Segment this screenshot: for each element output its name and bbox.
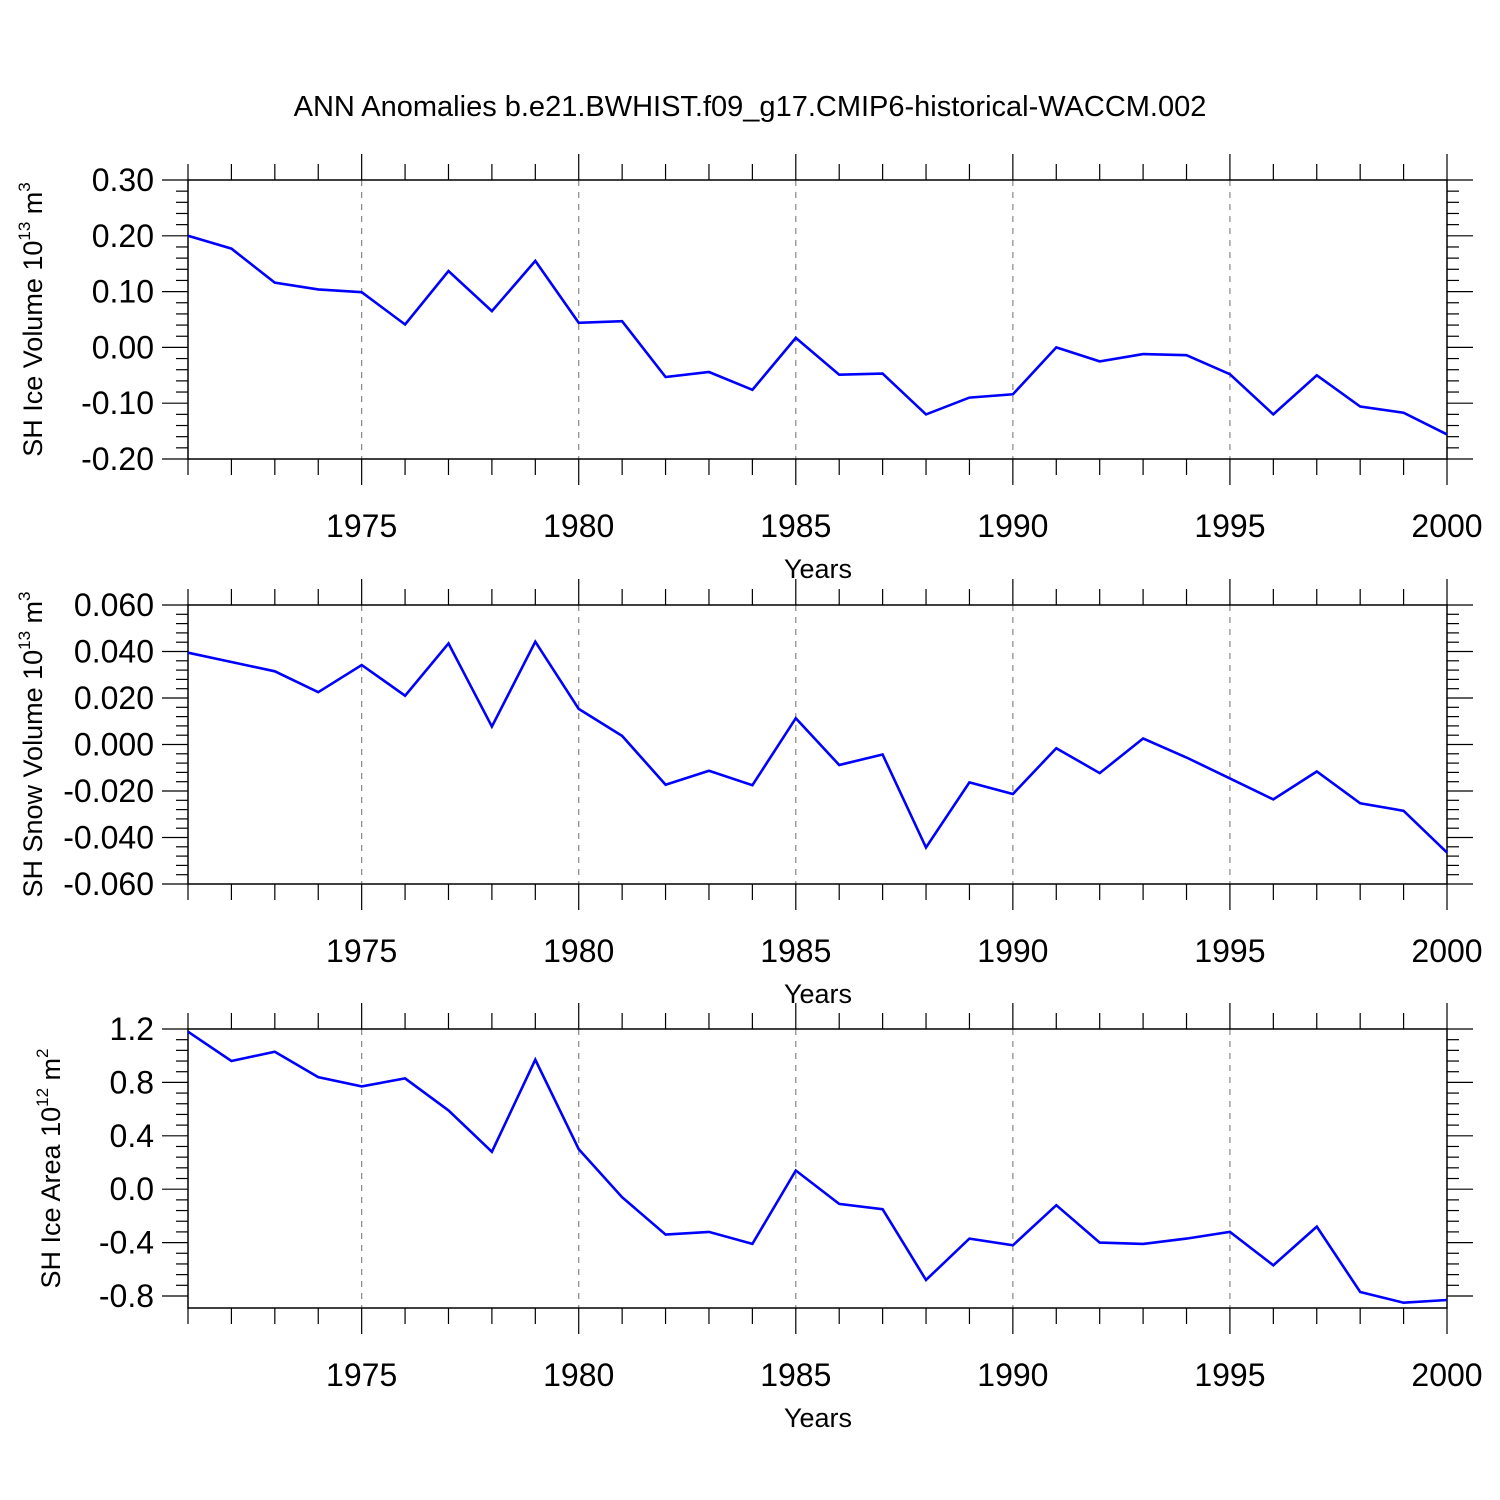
y-tick-label: -0.4 — [99, 1225, 154, 1261]
x-tick-label: 1980 — [543, 933, 614, 969]
y-tick-label: -0.8 — [99, 1278, 154, 1314]
y-tick-label: -0.020 — [63, 773, 154, 809]
series-line — [187, 639, 1448, 854]
y-tick-label: 0.040 — [74, 634, 154, 670]
y-tick-label: 0.10 — [92, 274, 154, 310]
x-tick-label: 1975 — [326, 1357, 397, 1393]
x-axis-label: Years — [784, 1403, 852, 1433]
x-tick-label: 1990 — [977, 933, 1048, 969]
x-tick-label: 2000 — [1411, 933, 1482, 969]
y-tick-label: -0.20 — [81, 441, 154, 477]
panel-2: 0.060 0.040 0.020 0.000 -0.020 -0.040 -0.060 19… — [15, 579, 1483, 1009]
x-tick-label: 1995 — [1194, 508, 1265, 544]
x-axis-label: Years — [784, 979, 852, 1009]
y-tick-label: 0.0 — [110, 1171, 154, 1207]
x-tick-label: 1990 — [977, 1357, 1048, 1393]
chart-title: ANN Anomalies b.e21.BWHIST.f09_g17.CMIP6… — [294, 91, 1207, 123]
x-tick-label: 1985 — [760, 508, 831, 544]
y-tick-label: -0.060 — [63, 866, 154, 902]
x-axis-label: Years — [784, 554, 852, 584]
y-tick-label: 0.30 — [92, 162, 154, 198]
y-tick-label: 0.4 — [110, 1118, 154, 1154]
y-tick-label: 0.000 — [74, 727, 154, 763]
x-tick-label: 1995 — [1194, 1357, 1265, 1393]
x-tick-label: 2000 — [1411, 508, 1482, 544]
y-tick-label: 0.060 — [74, 587, 154, 623]
y-tick-label: 0.00 — [92, 329, 154, 365]
x-tick-label: 1990 — [977, 508, 1048, 544]
x-tick-label: 1995 — [1194, 933, 1265, 969]
x-tick-label: 1975 — [326, 508, 397, 544]
y-tick-label: 1.2 — [110, 1011, 154, 1047]
y-tick-label: 0.8 — [110, 1064, 154, 1100]
x-tick-label: 1985 — [760, 933, 831, 969]
x-tick-label: 1980 — [543, 1357, 614, 1393]
y-axis-label: SH Snow Volume 1013 m3 — [15, 591, 48, 897]
x-tick-label: 1985 — [760, 1357, 831, 1393]
y-tick-label: 0.20 — [92, 218, 154, 254]
y-axis-label: SH Ice Volume 1013 m3 — [15, 182, 48, 457]
panel-1: 0.30 0.20 0.10 0.00 -0.10 -0.20 1975 1980 1985 19… — [15, 154, 1483, 584]
plot-frame — [187, 604, 1448, 885]
plot-frame — [187, 179, 1448, 460]
x-tick-label: 2000 — [1411, 1357, 1482, 1393]
series-line — [187, 234, 1448, 436]
panel-3: 1.2 0.8 0.4 0.0 -0.4 -0.8 1975 1980 1985 1990 1995… — [33, 1003, 1483, 1433]
plot-frame — [187, 1028, 1448, 1309]
x-tick-label: 1975 — [326, 933, 397, 969]
y-axis-label: SH Ice Area 1012 m2 — [33, 1049, 66, 1289]
series-line — [187, 1030, 1448, 1305]
y-tick-label: -0.040 — [63, 820, 154, 856]
x-tick-label: 1980 — [543, 508, 614, 544]
y-tick-label: -0.10 — [81, 385, 154, 421]
y-tick-label: 0.020 — [74, 680, 154, 716]
